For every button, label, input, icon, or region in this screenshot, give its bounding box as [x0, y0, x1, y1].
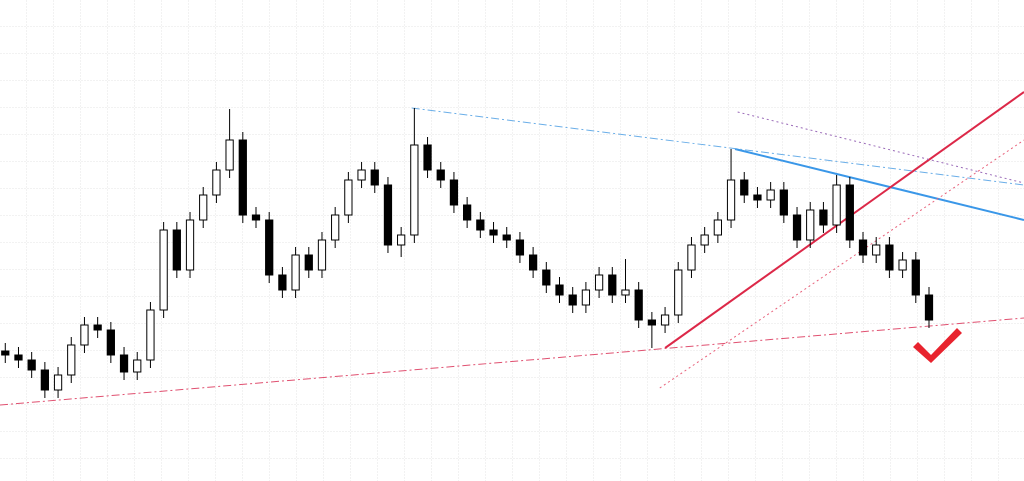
check-mark: [913, 328, 962, 363]
candle-body: [911, 259, 920, 296]
candle-body: [740, 179, 749, 196]
candle-body: [555, 284, 564, 296]
candle-body: [819, 209, 828, 226]
candle-body: [766, 189, 775, 201]
candle-body: [806, 209, 815, 241]
candle-body: [898, 259, 907, 271]
trend-line: [0, 317, 1024, 406]
candle-body: [251, 214, 261, 221]
candle-body: [370, 169, 379, 186]
candle-body: [40, 369, 49, 391]
plot-area: [0, 91, 1024, 406]
candle-body: [278, 274, 287, 291]
candle-body: [502, 234, 511, 241]
candle-body: [476, 219, 485, 231]
candle-body: [159, 229, 168, 311]
candle-body: [1, 350, 10, 356]
candle-body: [885, 244, 894, 271]
candle-body: [331, 214, 340, 241]
candle-body: [489, 229, 498, 236]
candle-body: [845, 184, 854, 241]
candle-body: [436, 169, 445, 181]
candle-body: [779, 189, 788, 216]
candle-body: [449, 179, 459, 206]
candle-body: [238, 139, 247, 216]
candle-body: [133, 359, 142, 373]
candle-body: [14, 354, 23, 361]
candle-body: [753, 194, 762, 201]
candle-body: [542, 269, 551, 286]
candle-body: [674, 269, 683, 316]
candle-body: [291, 254, 300, 291]
candle-body: [344, 179, 353, 216]
candle-body: [410, 144, 419, 236]
candle-body: [106, 329, 115, 356]
candle-body: [80, 324, 89, 346]
trend-line: [664, 91, 1024, 349]
candle-body: [924, 294, 934, 321]
candle-body: [199, 194, 208, 221]
candle-body: [185, 219, 195, 271]
candle-body: [713, 219, 722, 236]
candle-body: [687, 244, 696, 271]
candle-body: [647, 319, 657, 326]
candle-body: [858, 239, 868, 256]
trend-line: [737, 111, 1024, 184]
candle-body: [515, 239, 525, 256]
candle-body: [212, 169, 221, 196]
candle-body: [304, 254, 313, 271]
candle-body: [119, 354, 129, 373]
candle-body: [660, 314, 670, 326]
candle-body: [568, 294, 577, 306]
candle-body: [53, 374, 63, 391]
candle-body: [93, 324, 102, 331]
candle-body: [726, 179, 736, 221]
candle-body: [146, 309, 155, 361]
candle-body: [317, 239, 327, 271]
candle-body: [383, 184, 393, 246]
candle-body: [581, 289, 591, 306]
trend-line: [659, 139, 1024, 389]
candle-body: [357, 169, 366, 181]
candle-body: [67, 344, 76, 376]
candle-body: [872, 244, 881, 256]
candle-body: [634, 289, 643, 321]
candle-body: [265, 219, 274, 276]
candle-body: [832, 184, 841, 226]
candle-body: [700, 234, 709, 246]
candle-body: [172, 229, 181, 271]
candle-body: [463, 204, 472, 221]
candle-body: [608, 274, 617, 296]
candle-body: [792, 214, 802, 241]
trend-line: [734, 148, 1024, 221]
trend-line: [411, 107, 1024, 186]
candle-body: [528, 254, 538, 271]
candle-body: [225, 139, 234, 171]
candle-body: [397, 234, 406, 246]
candle-body: [621, 289, 630, 296]
candle-body: [423, 144, 432, 171]
candle-body: [594, 274, 604, 291]
candle-body: [27, 359, 36, 371]
